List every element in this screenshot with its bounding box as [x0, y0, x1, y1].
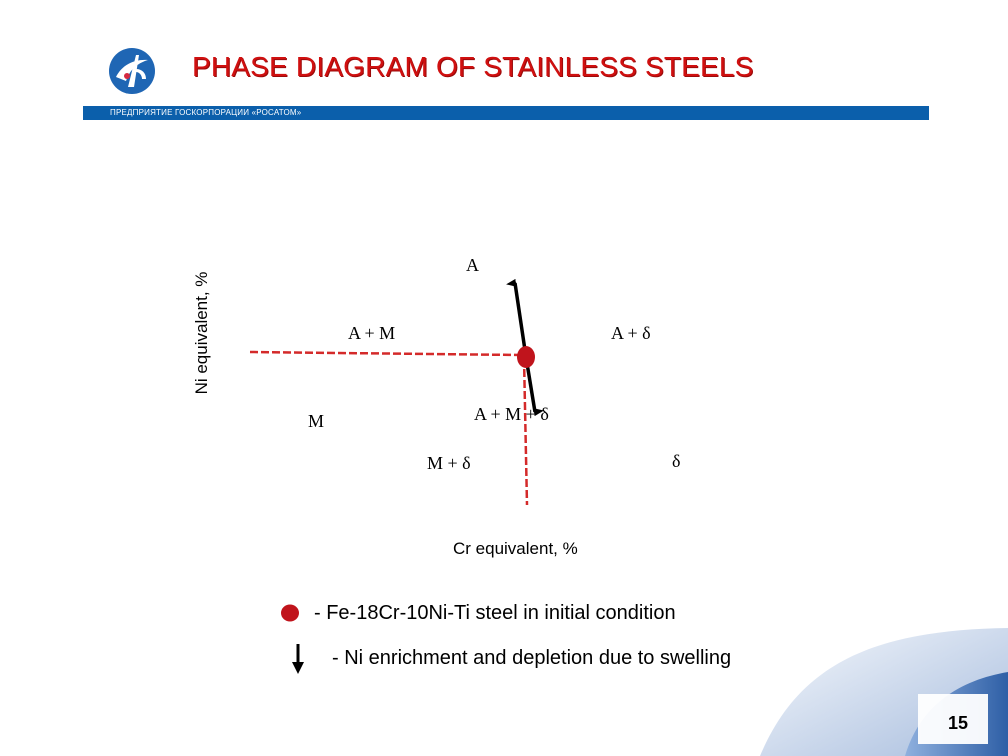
header-subtitle: ПРЕДПРИЯТИЕ ГОСКОРПОРАЦИИ «РОСАТОМ» — [110, 108, 302, 117]
am-boundary-line — [249, 350, 521, 357]
region-label-a-m: A + M — [348, 323, 396, 343]
ni-enrichment-arrow — [506, 278, 528, 358]
page-title: PHASE DIAGRAM OF STAINLESS STEELS — [192, 51, 754, 82]
region-label-a-delta: A + δ — [611, 323, 651, 343]
region-label-m-delta: M + δ — [427, 453, 471, 473]
rosatom-logo-icon — [109, 48, 155, 94]
down-arrow-icon — [292, 644, 304, 674]
region-label-a-m-delta: A + M + δ — [474, 404, 549, 424]
legend-arrow-label: - Ni enrichment and depletion due to swe… — [332, 647, 732, 669]
x-axis-label: Cr equivalent, % — [453, 539, 578, 558]
page-number: 15 — [948, 713, 969, 733]
y-axis-label: Ni equivalent, % — [192, 271, 211, 395]
legend-steel-label: - Fe-18Cr-10Ni-Ti steel in initial condi… — [314, 602, 676, 624]
delta-boundary-line — [522, 357, 529, 506]
steel-marker — [517, 346, 535, 368]
region-label-delta: δ — [672, 451, 681, 471]
region-label-m: M — [308, 411, 325, 431]
red-dot-icon — [281, 604, 299, 622]
header-bar — [83, 106, 929, 120]
region-label-a: A — [466, 255, 479, 275]
